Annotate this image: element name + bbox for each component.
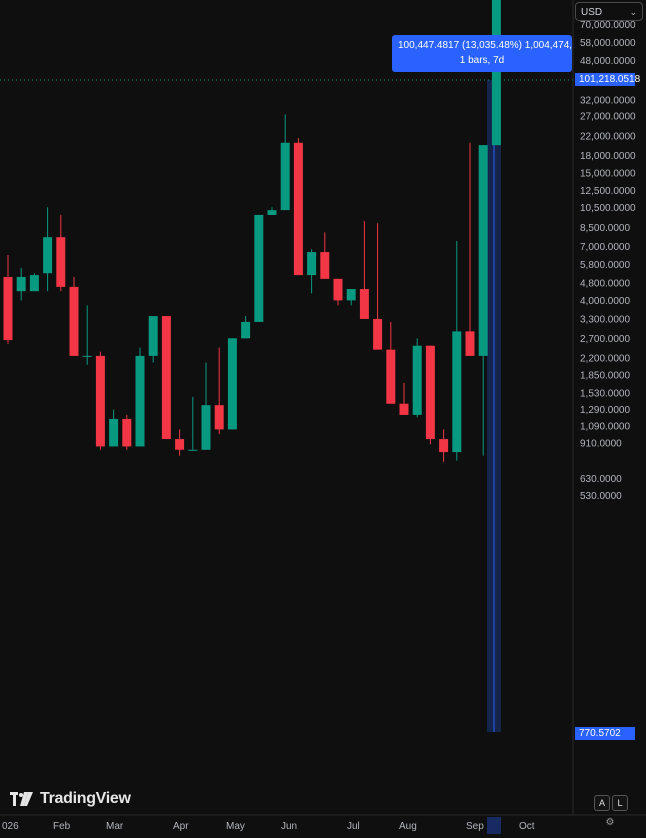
- candle-body: [267, 210, 277, 215]
- candles-layer: [3, 0, 501, 462]
- currency-selector[interactable]: USD ⌄: [575, 2, 643, 21]
- log-scale-button[interactable]: L: [612, 795, 628, 811]
- price-badge-bottom: 770.5702: [575, 727, 635, 740]
- time-tick-label: Apr: [173, 821, 189, 832]
- measure-tooltip-values: 100,447.4817 (13,035.48%) 1,004,474,: [398, 40, 572, 51]
- price-tick-label: 1,290.0000: [580, 405, 630, 416]
- price-tick-label: 27,000.0000: [580, 112, 636, 123]
- price-tick-label: 1,850.0000: [580, 370, 630, 381]
- price-tick-label: 910.0000: [580, 439, 622, 450]
- brand-name: TradingView: [40, 790, 131, 807]
- candle-body: [241, 321, 251, 339]
- candle-body: [254, 214, 264, 322]
- candle-body: [135, 355, 145, 447]
- price-tick-label: 1,090.0000: [580, 421, 630, 432]
- candle-body: [148, 316, 158, 356]
- auto-scale-button[interactable]: A: [594, 795, 610, 811]
- candle-body: [307, 252, 317, 276]
- price-tick-label: 530.0000: [580, 491, 622, 502]
- price-tick-label: 15,000.0000: [580, 168, 636, 179]
- candle-body: [95, 355, 105, 447]
- time-range-highlight: [487, 817, 501, 834]
- time-tick-label: Aug: [399, 821, 417, 832]
- candle-body: [399, 403, 409, 415]
- price-tick-label: 22,000.0000: [580, 131, 636, 142]
- candle-body: [29, 275, 39, 292]
- price-tick-label: 1,530.0000: [580, 389, 630, 400]
- time-tick-label: Oct: [519, 821, 535, 832]
- measure-tooltip: 100,447.4817 (13,035.48%) 1,004,474, 1 b…: [392, 35, 572, 72]
- candle-body: [293, 142, 303, 276]
- candle-body: [69, 286, 79, 356]
- time-tick-label: May: [226, 821, 245, 832]
- price-tick-label: 12,500.0000: [580, 186, 636, 197]
- price-tick-label: 70,000.0000: [580, 20, 636, 31]
- candle-body: [109, 418, 119, 447]
- candle-body: [373, 318, 383, 350]
- settings-icon[interactable]: ⚙: [605, 817, 615, 828]
- candle-body: [478, 145, 488, 356]
- tradingview-logo-icon: [10, 792, 33, 806]
- candle-body: [214, 405, 224, 430]
- candle-body: [452, 331, 462, 453]
- candle-body: [122, 418, 132, 447]
- candle-body: [227, 338, 237, 430]
- price-tick-label: 3,300.0000: [580, 314, 630, 325]
- price-tick-label: 2,200.0000: [580, 354, 630, 365]
- candle-body: [465, 331, 475, 356]
- candle-body: [320, 252, 330, 279]
- candle-body: [188, 449, 198, 451]
- price-tick-label: 2,700.0000: [580, 334, 630, 345]
- candle-body: [412, 345, 422, 415]
- time-tick-label: Mar: [106, 821, 124, 832]
- currency-label: USD: [581, 7, 603, 18]
- candle-body: [82, 355, 92, 357]
- time-tick-label: Jul: [347, 821, 360, 832]
- price-tick-label: 48,000.0000: [580, 56, 636, 67]
- candle-body: [280, 142, 290, 211]
- price-tick-label: 4,800.0000: [580, 278, 630, 289]
- candle-body: [16, 276, 26, 292]
- tradingview-logo[interactable]: TradingView: [10, 789, 131, 809]
- time-tick-label: Feb: [53, 821, 71, 832]
- candle-body: [56, 237, 66, 287]
- time-axis[interactable]: 026 Feb Mar Apr May Jun Jul Aug Sep Oct: [2, 817, 535, 834]
- candle-body: [3, 276, 13, 341]
- candle-body: [439, 439, 449, 453]
- price-tick-label: 32,000.0000: [580, 95, 636, 106]
- candle-body: [491, 0, 501, 146]
- price-tick-label: 10,500.0000: [580, 203, 636, 214]
- candle-body: [359, 289, 369, 319]
- price-tick-label: 8,500.0000: [580, 223, 630, 234]
- measure-tooltip-bars: 1 bars, 7d: [459, 55, 505, 66]
- price-axis[interactable]: 150,000.0000125,000.0000105,000.000085,0…: [580, 0, 642, 502]
- candle-body: [175, 439, 185, 450]
- candle-body: [425, 345, 435, 440]
- time-tick-label: Sep: [466, 821, 484, 832]
- time-tick-label: Jun: [281, 821, 297, 832]
- candle-body: [201, 405, 211, 450]
- measure-range-layer: [487, 80, 501, 732]
- price-tick-label: 7,000.0000: [580, 242, 630, 253]
- price-tick-label: 4,000.0000: [580, 296, 630, 307]
- candle-body: [161, 316, 171, 440]
- chevron-down-icon: ⌄: [629, 7, 637, 17]
- candle-body: [333, 278, 343, 301]
- price-tick-label: 18,000.0000: [580, 151, 636, 162]
- candle-body: [386, 349, 396, 404]
- price-tick-label: 58,000.0000: [580, 38, 636, 49]
- price-tick-label: 5,800.0000: [580, 260, 630, 271]
- time-tick-label: 026: [2, 821, 19, 832]
- price-badge-top: 101,218.0518: [575, 73, 640, 86]
- candle-body: [346, 289, 356, 301]
- candle-body: [43, 237, 53, 274]
- price-tick-label: 630.0000: [580, 474, 622, 485]
